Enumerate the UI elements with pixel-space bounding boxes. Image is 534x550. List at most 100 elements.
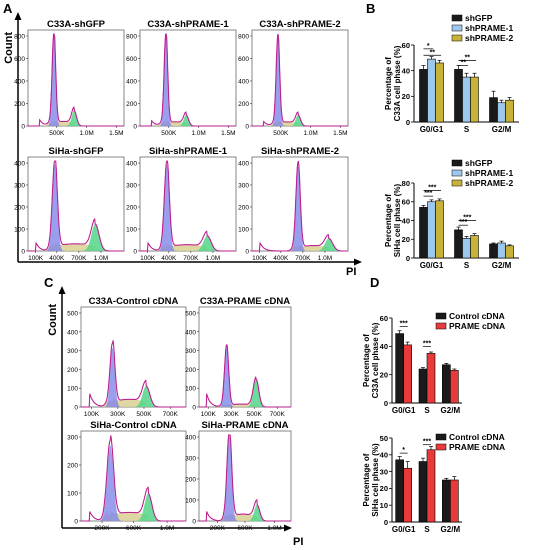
bar-2-0 xyxy=(489,97,498,123)
bar-y-tick-label: 40 xyxy=(402,216,410,225)
bar-1-0 xyxy=(454,229,463,259)
bar-y-tick-label: 30 xyxy=(380,467,388,476)
y-tick-label: 0 xyxy=(74,519,78,526)
plot-frame xyxy=(251,29,349,127)
plot-title: C33A-Control cDNA xyxy=(89,296,179,307)
hist-g1-phase xyxy=(28,34,124,127)
plot-title: C33A-PRAME cDNA xyxy=(200,296,290,307)
bar-2-0 xyxy=(442,364,451,404)
bar-2-0 xyxy=(489,243,498,259)
hist-g2-phase xyxy=(28,224,124,251)
flow-a-top-1: C33A-shGFP 0 200 400 600 800 500K 1.0M 1.5M xyxy=(14,19,125,137)
bar-y-tick-label: 20 xyxy=(380,370,388,379)
bar-0-2 xyxy=(435,200,444,259)
bar-y-tick-label: 20 xyxy=(402,235,410,244)
bar-category-label: G2/M xyxy=(441,525,461,534)
sig-label: *** xyxy=(459,219,467,226)
legend-label: PRAME cDNA xyxy=(449,321,505,331)
y-tick-label: 400 xyxy=(14,161,25,168)
legend-swatch xyxy=(451,179,463,187)
plot-title: SiHa-Control cDNA xyxy=(90,420,177,431)
y-tick-label: 100 xyxy=(126,227,137,234)
bar-category-label: S xyxy=(424,406,430,415)
y-tick-label: 100 xyxy=(238,227,249,234)
x-tick-label: 1.0M xyxy=(206,255,220,262)
bar-y-tick-label: 40 xyxy=(380,451,388,460)
hist-model-line xyxy=(252,160,348,252)
y-tick-label: 400 xyxy=(185,329,196,336)
bar-y-tick-label: 60 xyxy=(402,198,410,207)
plot-title: C33A-shGFP xyxy=(47,19,106,30)
y-tick-label: 0 xyxy=(21,249,25,256)
bar-y-tick-label: 60 xyxy=(380,314,388,323)
bar-2-2 xyxy=(505,99,514,123)
y-tick-label: 0 xyxy=(192,519,196,526)
y-tick-label: 300 xyxy=(67,435,78,442)
bar-2-1 xyxy=(497,102,506,123)
legend-label: shPRAME-1 xyxy=(465,168,513,178)
y-tick-label: 600 xyxy=(14,56,25,63)
bar-category-label: S xyxy=(464,261,470,270)
flow-c-top-2: C33A-PRAME cDNA 0 100 200 300 400 500 100K 300K 5… xyxy=(185,296,292,418)
bar-2-1 xyxy=(450,479,459,523)
bar-0-0 xyxy=(395,333,404,404)
bar-y-label: C33A cell phase (%) xyxy=(371,322,380,398)
y-tick-label: 200 xyxy=(67,367,78,374)
x-tick-label: 500K xyxy=(247,411,263,418)
x-tick-label: 300K xyxy=(224,411,240,418)
y-tick-label: 200 xyxy=(14,101,25,108)
y-tick-label: 600 xyxy=(126,56,137,63)
legend-swatch xyxy=(435,312,447,320)
x-tick-label: 300K xyxy=(110,411,126,418)
bar-y-tick-label: 60 xyxy=(402,41,410,50)
y-tick-label: 200 xyxy=(185,367,196,374)
y-tick-label: 0 xyxy=(74,405,78,412)
bar-1-0 xyxy=(418,461,428,523)
panel-c-x-label: PI xyxy=(293,536,303,548)
hist-model-line xyxy=(140,33,236,127)
legend-label: shPRAME-2 xyxy=(465,33,513,43)
y-tick-label: 200 xyxy=(14,205,25,212)
flow-c-bottom-2: SiHa-PRAME cDNA 0 100 200 300 400 200K 600K 1.0M xyxy=(185,420,292,532)
bar-0-1 xyxy=(403,344,412,404)
sig-label: *** xyxy=(428,185,436,192)
x-tick-label: 500K xyxy=(49,130,65,137)
bar-category-label: S xyxy=(464,125,470,134)
bar-category-label: G2/M xyxy=(441,406,461,415)
y-tick-label: 300 xyxy=(185,456,196,463)
panel-letter-b: B xyxy=(366,1,375,16)
panel-letter-c: C xyxy=(44,275,54,290)
legend-label: PRAME cDNA xyxy=(449,442,505,452)
hist-g1-phase xyxy=(81,445,186,521)
y-tick-label: 0 xyxy=(245,249,249,256)
bar-chart-b-siha: 0 20 40 60 80 Percentage of SiHa cell phase (%… xyxy=(384,179,519,270)
x-tick-label: 700K xyxy=(183,255,199,262)
x-tick-label: 700K xyxy=(295,255,311,262)
x-tick-label: 500K xyxy=(136,411,152,418)
y-tick-label: 400 xyxy=(238,79,249,86)
y-tick-label: 200 xyxy=(238,205,249,212)
y-tick-label: 400 xyxy=(126,161,137,168)
y-tick-label: 600 xyxy=(238,56,249,63)
plot-frame xyxy=(198,306,292,408)
flow-c-bottom-1: SiHa-Control cDNA 0 100 200 300 200K 600K 1.0M xyxy=(67,420,187,532)
y-tick-label: 0 xyxy=(192,405,196,412)
flow-a-top-2: C33A-shPRAME-1 0 200 400 600 800 500K 1.0M 1.5M xyxy=(126,19,237,137)
flow-a-bottom-2: SiHa-shPRAME-1 0 100 200 300 400 100K 400K 700K 1… xyxy=(126,146,237,262)
panel-c-x-arrow xyxy=(284,524,292,532)
sig-label: *** xyxy=(424,190,432,197)
bar-1-0 xyxy=(418,368,428,404)
x-tick-label: 100K xyxy=(252,255,268,262)
x-tick-label: 1.0M xyxy=(267,525,281,532)
y-tick-label: 400 xyxy=(14,79,25,86)
bar-0-1 xyxy=(427,201,436,259)
bar-1-1 xyxy=(462,76,471,123)
sig-label: ** xyxy=(465,54,471,61)
bar-y-label: C33A cell phase (%) xyxy=(393,45,402,121)
x-tick-label: 100K xyxy=(28,255,44,262)
y-tick-label: 400 xyxy=(126,79,137,86)
panel-a-y-arrow xyxy=(14,12,22,20)
bar-category-label: G2/M xyxy=(492,261,512,270)
